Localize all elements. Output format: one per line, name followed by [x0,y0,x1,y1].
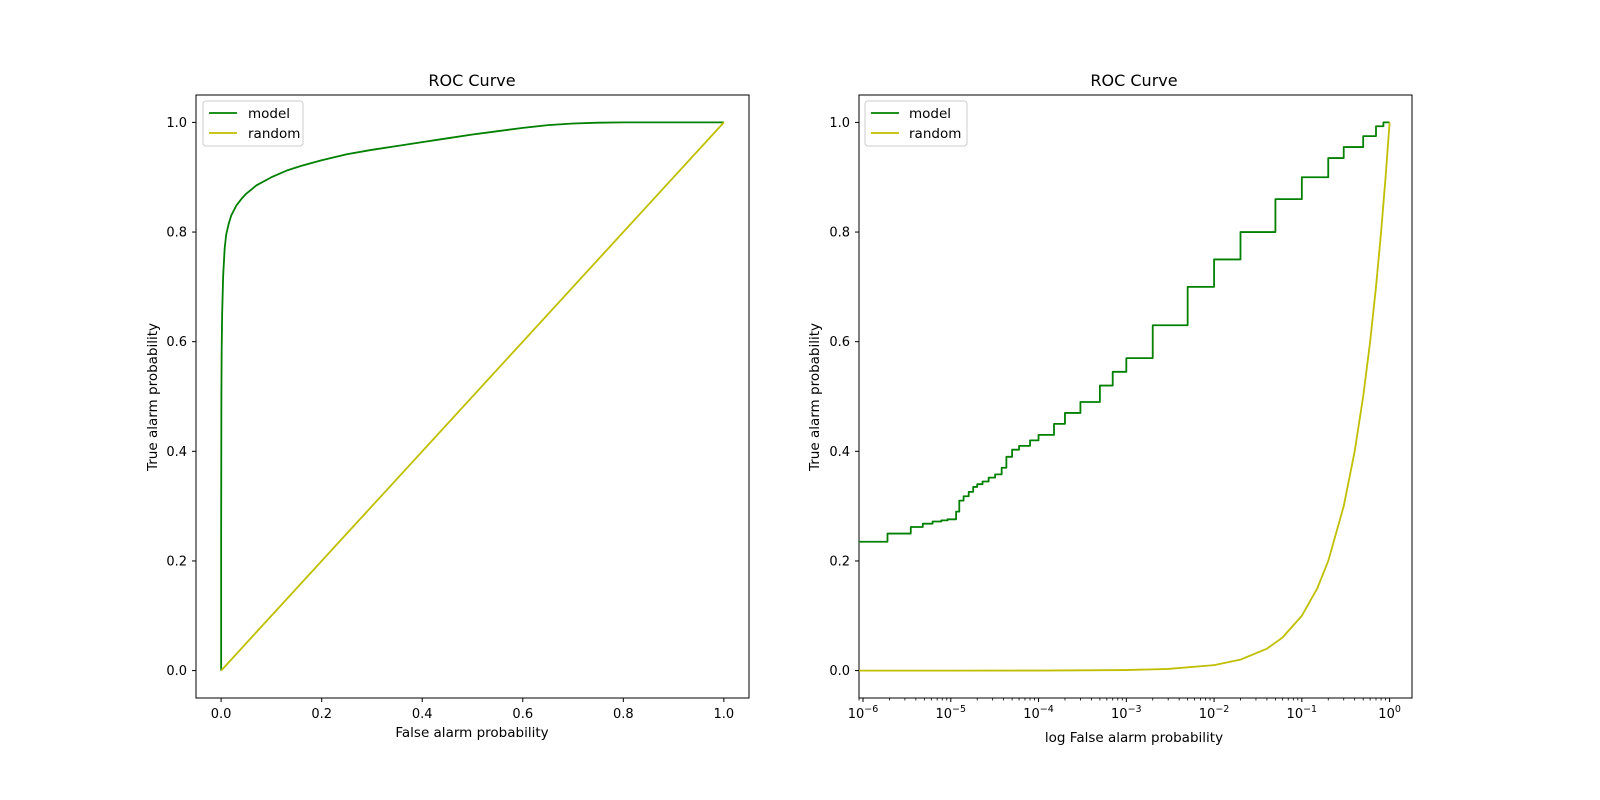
left-y-tick-label: 1.0 [166,116,187,131]
left-y-ticks: 0.0 0.2 0.4 0.6 0.8 1.0 [166,116,196,679]
right-x-tick-label: 10−6 [848,704,879,722]
right-x-tick-label: 10−3 [1111,704,1142,722]
left-legend: model random [202,100,304,147]
left-plot-area: 0.0 0.2 0.4 0.6 0.8 1.0 0.0 0.2 0.4 0.6 0.8 1.0 [166,94,750,722]
left-series-random-line [220,121,725,672]
right-y-tick-label: 0.0 [829,664,850,679]
right-legend-model-label: model [909,106,951,122]
left-x-tick-label: 0.2 [311,707,332,722]
left-y-tick-label: 0.4 [166,445,187,460]
right-chart: ROC Curve 10−6 10−5 10−4 10−3 10−2 10−1 100 0.… [807,71,1413,746]
right-x-axis-label: log False alarm probability [1045,730,1223,746]
right-series-group [859,121,1391,672]
right-y-tick-label: 0.6 [829,335,850,350]
left-chart-title: ROC Curve [428,71,515,90]
right-y-tick-label: 0.8 [829,226,850,241]
left-x-tick-label: 1.0 [714,707,735,722]
left-y-tick-label: 0.8 [166,226,187,241]
left-axes-frame [195,94,750,699]
left-y-tick-label: 0.6 [166,335,187,350]
right-series-model-line [859,121,1390,543]
right-legend-random-label: random [909,126,961,142]
left-x-axis-label: False alarm probability [395,725,548,741]
right-x-tick-label: 10−1 [1287,704,1318,722]
left-legend-random-label: random [248,126,300,142]
left-series-model-line [220,121,724,671]
left-legend-model-label: model [248,106,290,122]
left-x-ticks: 0.0 0.2 0.4 0.6 0.8 1.0 [211,698,734,722]
left-series-group [220,121,725,672]
left-x-tick-label: 0.0 [211,707,232,722]
right-plot-area: 10−6 10−5 10−4 10−3 10−2 10−1 100 0.0 0.2 0.4 0.6… [829,94,1413,722]
right-series-random-line [859,122,1391,672]
left-x-tick-label: 0.8 [613,707,634,722]
right-y-tick-label: 0.2 [829,554,850,569]
right-x-tick-label: 100 [1378,704,1401,722]
right-y-tick-label: 1.0 [829,116,850,131]
right-x-ticks: 10−6 10−5 10−4 10−3 10−2 10−1 100 [848,698,1401,722]
right-legend: model random [864,100,968,147]
left-y-tick-label: 0.0 [166,664,187,679]
left-y-axis-label: True alarm probability [145,323,161,472]
left-x-tick-label: 0.6 [512,707,533,722]
right-x-tick-label: 10−5 [935,704,966,722]
right-y-ticks: 0.0 0.2 0.4 0.6 0.8 1.0 [829,116,859,679]
right-x-tick-label: 10−2 [1199,704,1230,722]
right-x-tick-label: 10−4 [1023,704,1054,722]
left-x-tick-label: 0.4 [412,707,433,722]
left-y-tick-label: 0.2 [166,554,187,569]
right-axes-frame [858,94,1413,699]
right-chart-title: ROC Curve [1090,71,1177,90]
left-chart: ROC Curve 0.0 0.2 0.4 0.6 0.8 1.0 0.00.20.40.… [145,71,750,741]
right-y-axis-label: True alarm probability [807,323,823,472]
right-y-tick-label: 0.4 [829,445,850,460]
